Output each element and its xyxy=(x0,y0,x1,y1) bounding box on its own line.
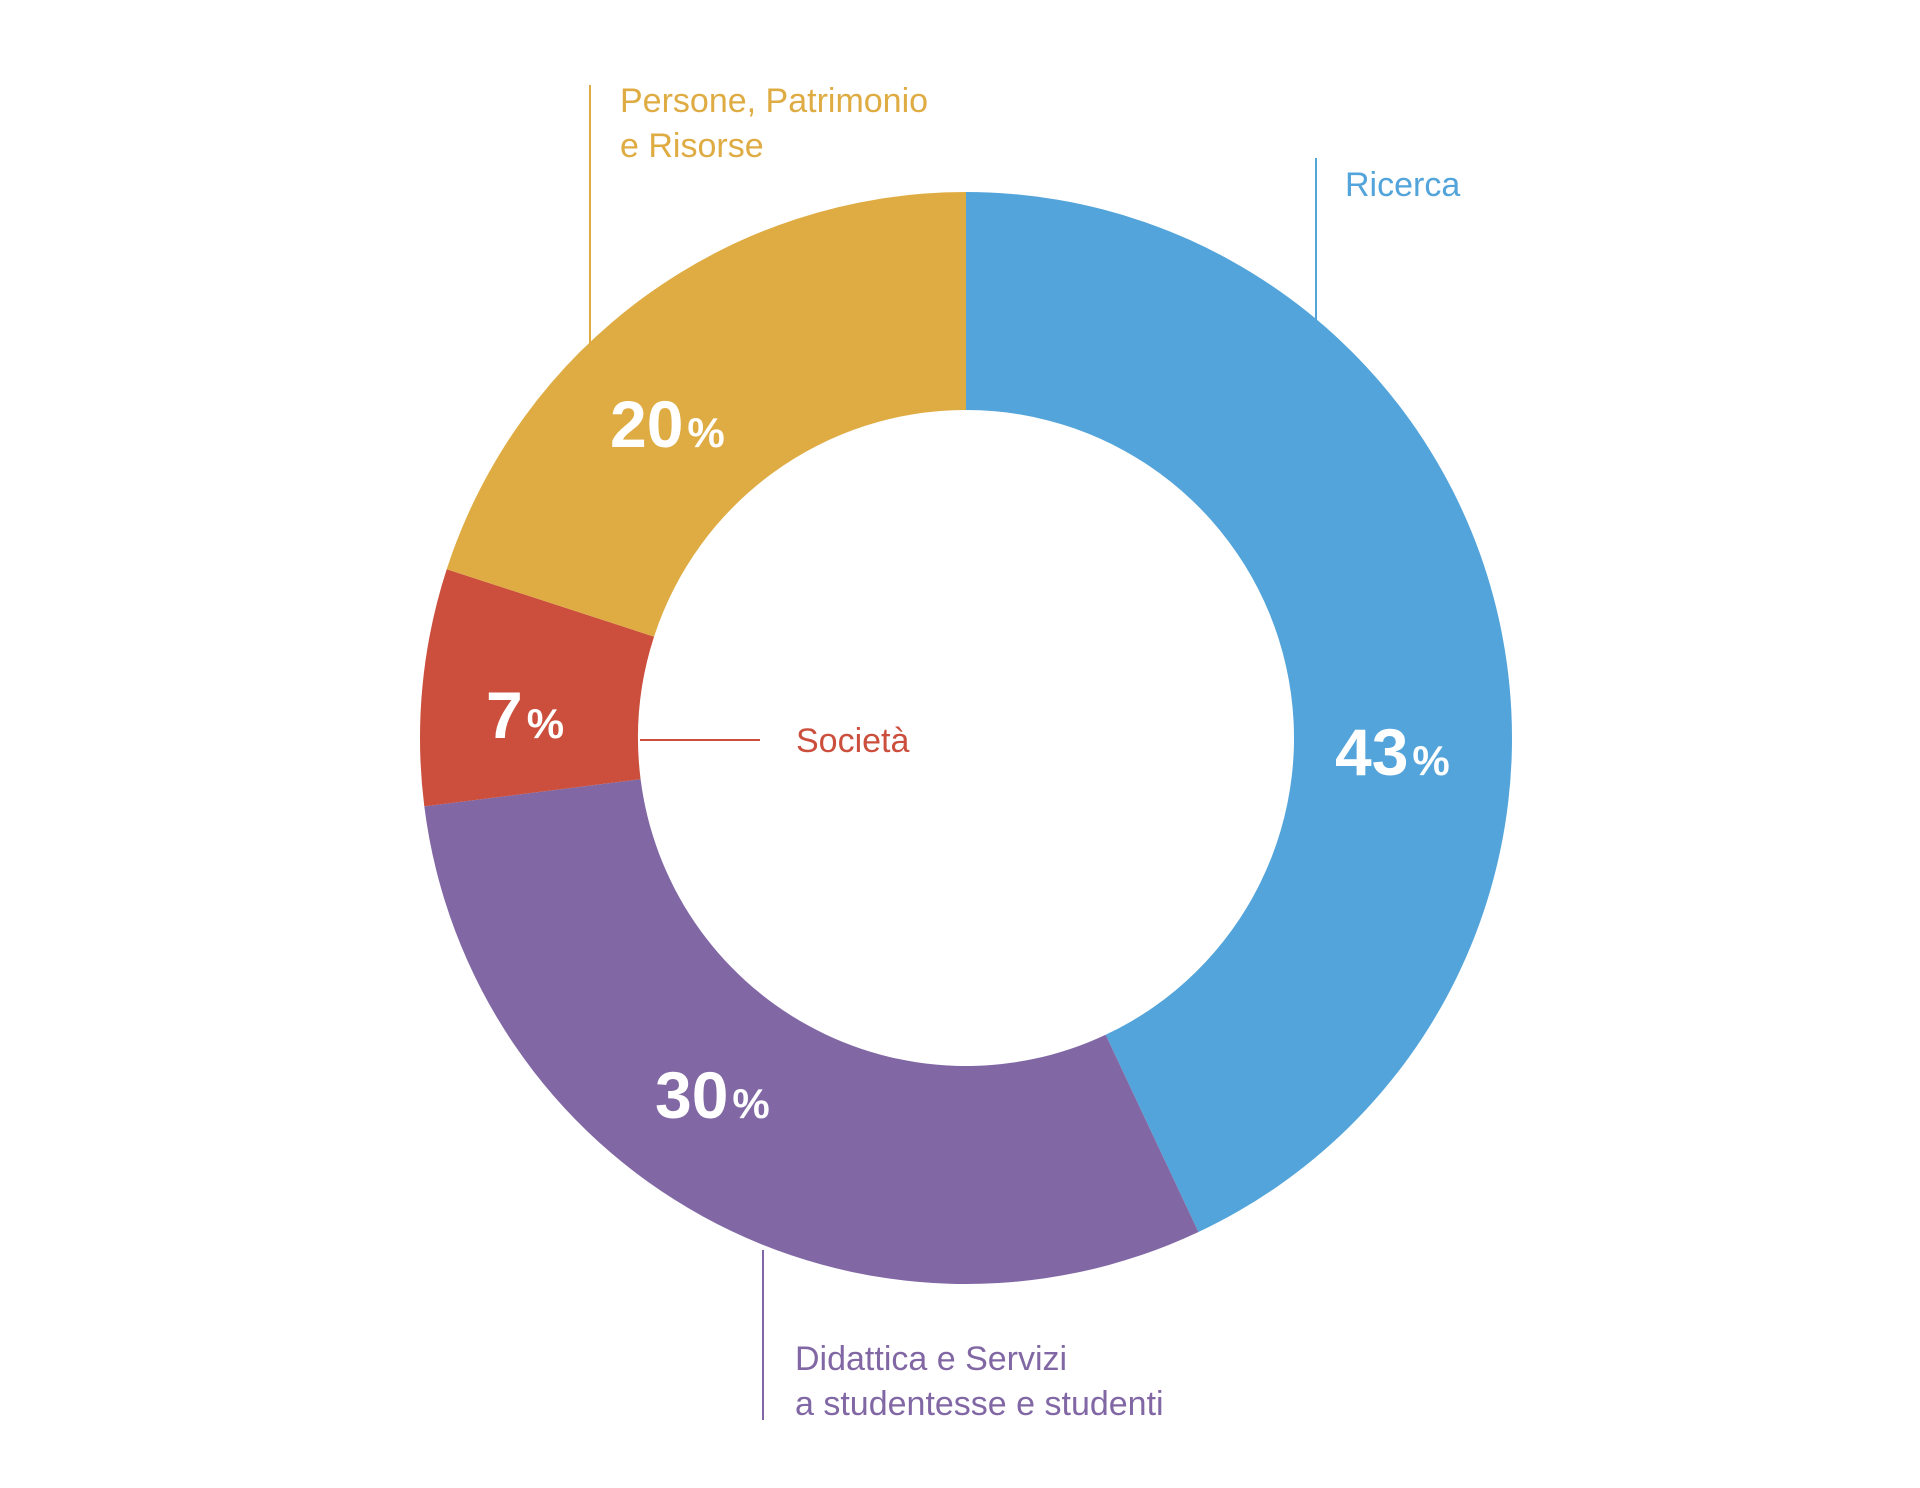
category-label-didattica-e-servizi-a-studentesse-e-studenti: Didattica e Servizi a studentesse e stude… xyxy=(795,1340,1164,1423)
value-label-persone-patrimonio-e-risorse: 20% xyxy=(610,387,725,461)
category-label-ricerca: Ricerca xyxy=(1345,166,1460,204)
value-label-ricerca: 43% xyxy=(1335,715,1450,789)
callouts-layer: Ricerca Didattica e Servizi a studentesse … xyxy=(589,82,1460,1423)
slice-didattica-e-servizi-a-studentesse-e-studenti xyxy=(424,779,1199,1284)
value-label-didattica-e-servizi-a-studentesse-e-studenti: 30% xyxy=(655,1058,770,1132)
slices-layer xyxy=(419,192,1512,1284)
category-label-societa: Società xyxy=(796,722,909,760)
value-labels-layer: 43% 30% 7% 20% xyxy=(486,387,1450,1132)
slice-ricerca xyxy=(966,192,1512,1233)
slice-persone-patrimonio-e-risorse xyxy=(446,192,966,637)
value-label-societa: 7% xyxy=(486,678,564,752)
slice-societa xyxy=(419,569,655,807)
category-label-persone-patrimonio-e-risorse: Persone, Patrimonio e Risorse xyxy=(620,82,928,165)
